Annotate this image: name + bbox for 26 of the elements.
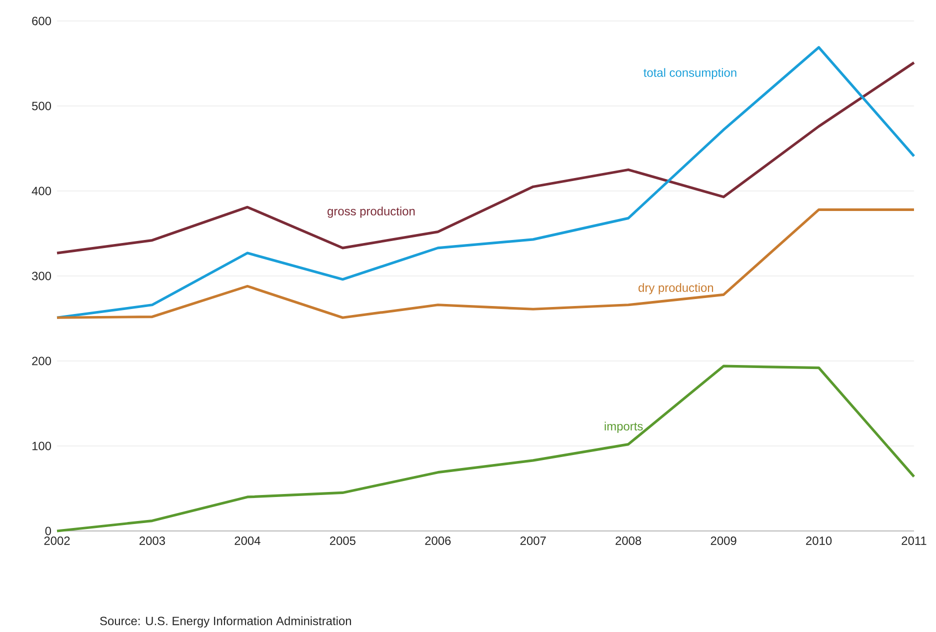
x-tick-label: 2011	[902, 536, 926, 545]
x-tick-label: 2003	[140, 536, 165, 545]
series-label: gross production	[328, 206, 415, 218]
y-tick-label: 300	[32, 272, 52, 280]
line-series	[56, 208, 916, 319]
y-tick-label: 100	[32, 442, 52, 450]
y-tick-label: 200	[32, 356, 52, 366]
source-note: Source: U.S. Energy Information Administration	[100, 616, 351, 628]
y-tick-label: 0	[45, 526, 52, 536]
series-label: dry production	[638, 283, 714, 294]
series-label: imports	[604, 422, 643, 433]
x-tick-label: 2002	[44, 536, 70, 545]
y-tick-label: 500	[32, 102, 52, 110]
line-series	[56, 46, 916, 319]
x-tick-label: 2004	[234, 536, 260, 545]
y-tick-label: 400	[32, 186, 52, 196]
y-tick-label: 600	[32, 16, 52, 26]
x-tick-label: 2007	[520, 536, 546, 545]
x-tick-label: 2010	[806, 536, 832, 545]
x-tick-label: 2008	[616, 536, 642, 545]
x-tick-label: 2006	[425, 536, 451, 545]
line-series	[56, 364, 916, 532]
text: total consumption	[644, 68, 736, 80]
line-series	[56, 61, 916, 254]
x-tick-label: 2005	[330, 536, 356, 545]
x-tick-label: 2009	[710, 536, 736, 545]
